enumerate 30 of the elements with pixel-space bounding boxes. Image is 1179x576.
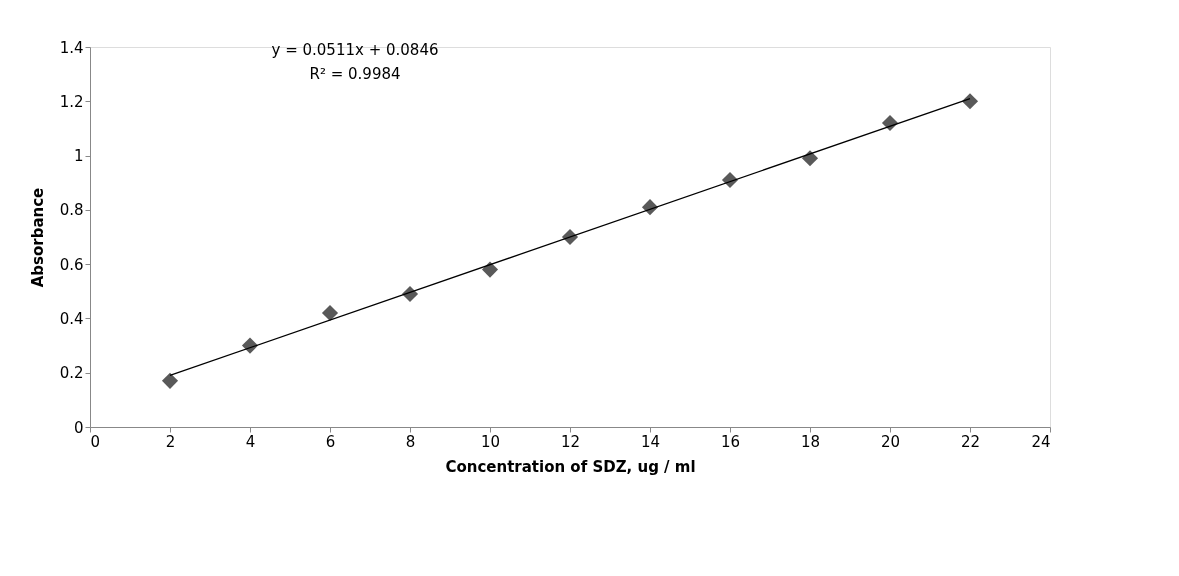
point bbox=[481, 261, 499, 278]
y-tick-label: 0.6 bbox=[59, 255, 84, 274]
x-tick-label: 10 bbox=[480, 432, 501, 451]
x-tick-label: 16 bbox=[720, 432, 741, 451]
y-tick-label: 1.4 bbox=[59, 38, 84, 57]
x-tick-label: 12 bbox=[560, 432, 581, 451]
x-tick-label: 2 bbox=[165, 432, 176, 451]
x-tick-label: 20 bbox=[880, 432, 901, 451]
x-tick-label: 18 bbox=[800, 432, 821, 451]
x-tick-label: 0 bbox=[90, 432, 101, 451]
y-tick-label: 0 bbox=[73, 418, 84, 437]
annotation: y = 0.0511x + 0.0846 bbox=[271, 41, 439, 59]
y-axis-title: Absorbance bbox=[28, 187, 47, 288]
annotation: R² = 0.9984 bbox=[309, 65, 401, 83]
point bbox=[801, 150, 819, 167]
x-tick-label: 6 bbox=[325, 432, 336, 451]
y-tick-label: 1.2 bbox=[59, 92, 84, 111]
x-tick-label: 14 bbox=[640, 432, 661, 451]
point bbox=[961, 93, 979, 110]
y-tick-label: 0.8 bbox=[59, 201, 84, 220]
point bbox=[321, 304, 339, 322]
x-tick-label: 24 bbox=[1031, 432, 1051, 451]
point bbox=[161, 372, 179, 389]
x-tick-label: 8 bbox=[405, 432, 416, 451]
x-tick-label: 4 bbox=[245, 432, 256, 451]
x-tick-label: 22 bbox=[960, 432, 981, 451]
y-tick-label: 0.2 bbox=[59, 364, 84, 383]
y-tick-label: 1 bbox=[73, 147, 84, 166]
y-tick-label: 0.4 bbox=[59, 309, 84, 328]
x-axis-title: Concentration of SDZ, ug / ml bbox=[445, 457, 696, 476]
